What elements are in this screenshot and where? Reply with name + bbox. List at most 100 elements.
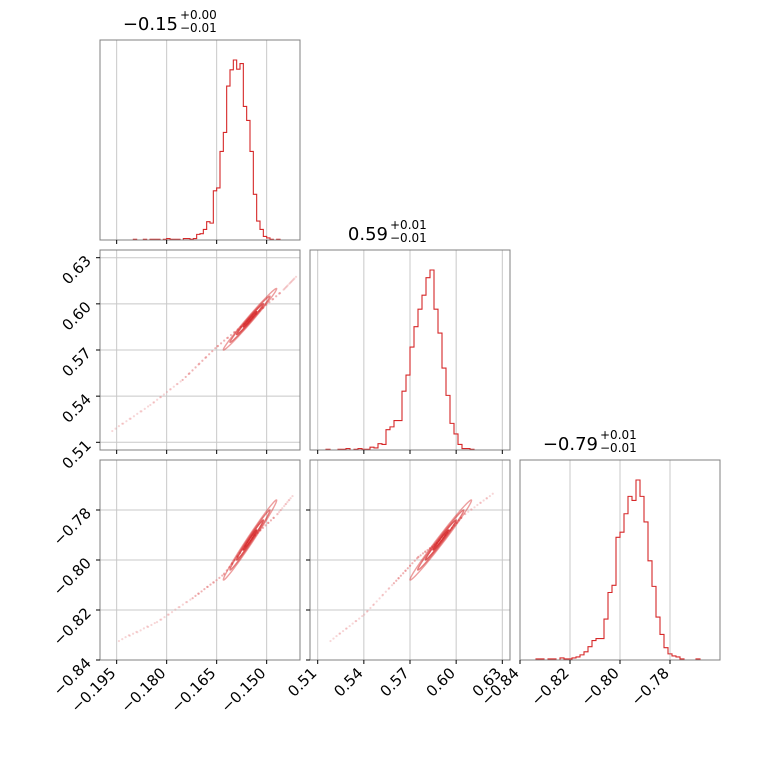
- ytick-label-1-4: 0.63: [58, 252, 94, 288]
- sample-point-1-0-71: [282, 288, 285, 291]
- contour-2-0-1: [235, 519, 265, 561]
- sample-point-2-0-72: [277, 511, 281, 514]
- sample-point-1-0-24: [172, 385, 175, 388]
- contour-2-0-3: [222, 499, 278, 581]
- sample-point-2-0-82: [289, 497, 292, 500]
- sample-point-2-0-32: [200, 590, 203, 593]
- sample-point-1-0-9: [136, 412, 139, 415]
- sample-point-2-1-17: [369, 606, 372, 610]
- panel-1-1: 0.59 +0.01−0.01: [309, 218, 511, 454]
- sample-point-2-1-82: [488, 494, 491, 498]
- sample-point-2-0-67: [269, 519, 273, 522]
- sample-point-1-0-21: [165, 390, 169, 394]
- sample-point-2-1-26: [388, 587, 391, 590]
- sample-point-1-0-39: [208, 353, 211, 356]
- sample-point-1-0-66: [272, 297, 275, 301]
- sample-point-2-0-13: [153, 621, 156, 625]
- sample-point-2-0-9: [142, 627, 146, 630]
- sample-point-1-0-28: [181, 378, 184, 382]
- sample-point-2-0-83: [291, 494, 294, 498]
- sample-point-2-1-73: [470, 508, 473, 511]
- sample-point-2-1-18: [372, 603, 375, 607]
- sample-point-1-0-78: [289, 281, 292, 284]
- sample-point-1-0-82: [293, 277, 296, 280]
- sample-point-1-0-47: [226, 336, 229, 339]
- sample-point-2-1-11: [355, 619, 358, 623]
- sample-point-2-1-25: [387, 587, 390, 590]
- sample-point-2-0-20: [170, 611, 174, 614]
- sample-point-1-0-35: [198, 362, 201, 365]
- sample-point-2-0-36: [209, 583, 212, 586]
- title-2-sup: +0.01: [600, 428, 637, 442]
- contour-1-0-2: [229, 295, 271, 344]
- sample-point-2-0-26: [185, 601, 189, 604]
- sample-point-2-0-77: [284, 502, 288, 506]
- sample-point-2-1-28: [392, 582, 396, 585]
- sample-point-2-1-39: [411, 562, 414, 565]
- sample-point-2-1-16: [366, 609, 369, 613]
- sample-point-2-0-70: [276, 512, 279, 516]
- contour-2-1-2: [416, 509, 465, 571]
- title-1-sup: +0.01: [390, 218, 427, 232]
- sample-point-2-0-44: [225, 569, 228, 572]
- title-0-sup: +0.00: [180, 8, 217, 22]
- sample-point-2-1-35: [404, 569, 407, 572]
- sample-point-1-0-80: [292, 278, 295, 281]
- sample-point-2-0-2: [124, 636, 127, 639]
- ytick-label-2-1: −0.82: [50, 604, 95, 649]
- sample-point-1-0-11: [140, 410, 143, 413]
- sample-point-2-0-17: [163, 616, 166, 619]
- xtick-label-2-1: −0.82: [528, 664, 573, 709]
- sample-point-1-0-29: [184, 375, 187, 379]
- sample-point-2-1-0: [329, 639, 332, 643]
- sample-point-1-0-23: [169, 388, 172, 391]
- sample-point-2-0-81: [287, 499, 290, 502]
- sample-point-2-0-12: [150, 623, 153, 627]
- sample-point-2-1-77: [479, 501, 482, 504]
- sample-point-2-1-71: [464, 512, 467, 516]
- histogram-0: [100, 59, 300, 241]
- title-0-sub: −0.01: [180, 21, 217, 35]
- sample-point-2-0-0: [117, 639, 121, 643]
- sample-point-1-0-0: [111, 429, 114, 433]
- ytick-label-2-3: −0.78: [50, 504, 95, 549]
- sample-point-2-1-36: [406, 567, 409, 570]
- sample-point-2-1-78: [479, 501, 482, 504]
- contour-1-0-3: [222, 287, 278, 351]
- sample-point-2-1-12: [358, 617, 361, 620]
- sample-point-2-0-69: [272, 516, 275, 519]
- sample-point-2-1-44: [419, 554, 422, 557]
- sample-point-1-0-19: [159, 395, 162, 399]
- sample-point-1-0-48: [229, 333, 233, 337]
- sample-point-2-0-64: [264, 524, 267, 527]
- sample-point-2-0-80: [288, 498, 291, 502]
- sample-point-1-0-1: [114, 427, 117, 430]
- sample-point-2-1-4: [338, 632, 342, 635]
- sample-point-2-1-33: [402, 572, 405, 575]
- sample-point-1-0-12: [143, 407, 146, 411]
- sample-point-2-1-9: [351, 622, 354, 625]
- xtick-label-2-3: −0.78: [628, 664, 673, 709]
- sample-point-2-0-41: [221, 574, 224, 577]
- contour-2-0-2: [229, 509, 271, 571]
- sample-point-2-1-7: [345, 627, 348, 630]
- xtick-label-1-0: 0.51: [284, 664, 320, 700]
- sample-point-1-0-72: [284, 286, 287, 290]
- contour-2-0-0: [242, 529, 258, 551]
- ytick-label-1-0: 0.51: [58, 436, 94, 472]
- sample-point-1-0-73: [285, 285, 288, 288]
- sample-point-2-1-21: [378, 597, 381, 600]
- sample-point-2-0-39: [215, 579, 218, 582]
- sample-point-1-0-2: [117, 425, 121, 428]
- sample-point-2-1-27: [390, 584, 394, 587]
- sample-point-2-0-5: [131, 632, 135, 635]
- sample-point-2-1-74: [470, 508, 473, 511]
- sample-point-2-1-29: [395, 579, 398, 582]
- sample-point-2-0-35: [206, 585, 209, 589]
- sample-point-1-0-64: [268, 301, 271, 304]
- sample-point-2-1-8: [348, 624, 351, 628]
- sample-point-2-1-31: [397, 577, 400, 580]
- sample-point-2-1-48: [426, 548, 429, 552]
